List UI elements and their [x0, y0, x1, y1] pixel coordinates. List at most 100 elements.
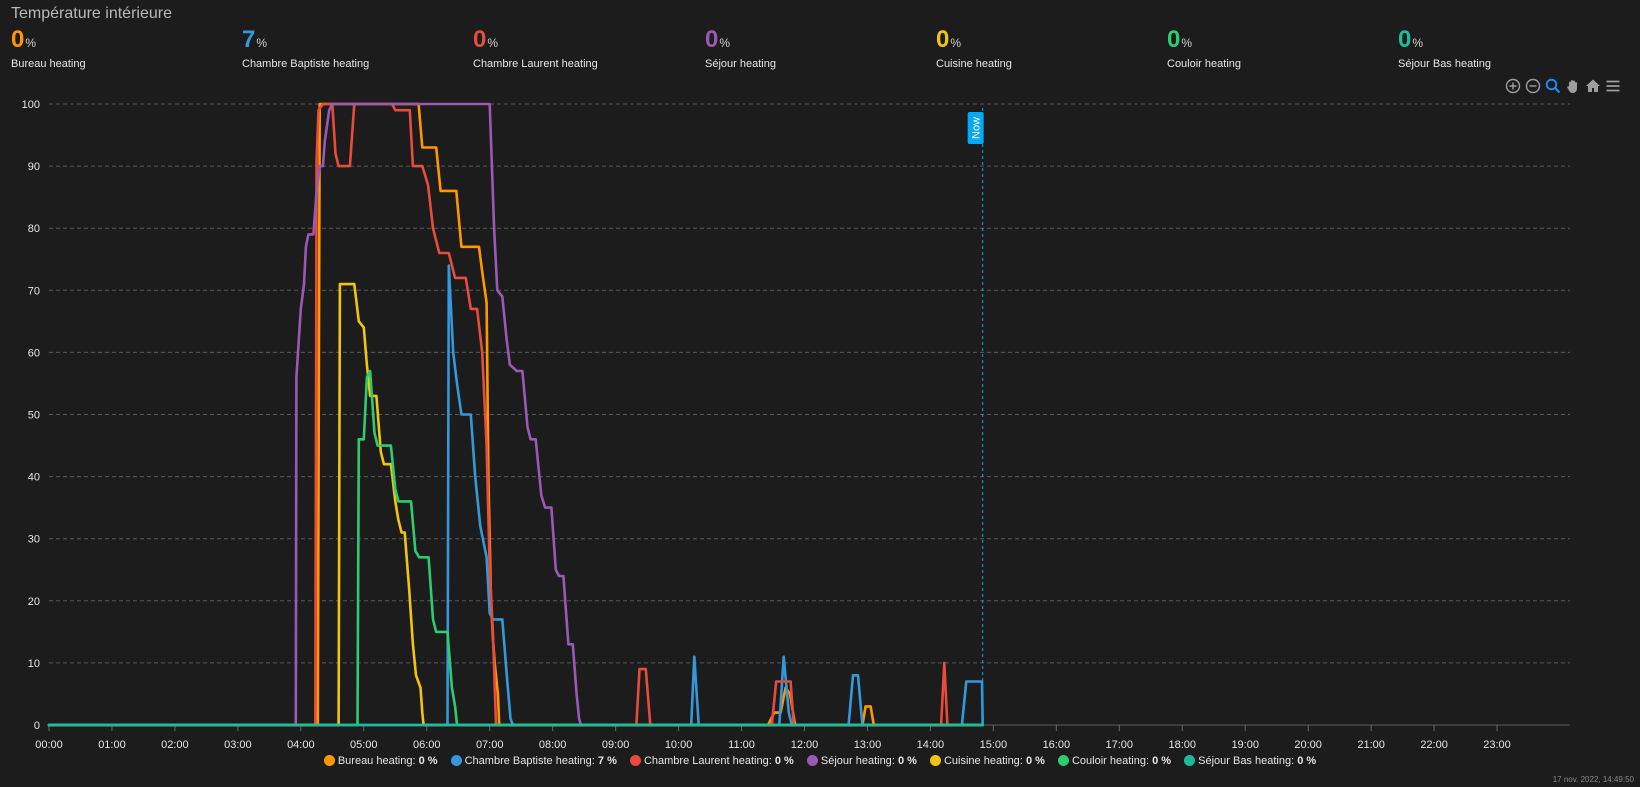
stat-chambre-laurent: 0% Chambre Laurent heating: [473, 26, 598, 70]
legend-item-sejour[interactable]: Séjour heating: 0 %: [806, 755, 917, 767]
y-tick-label: 70: [28, 285, 40, 297]
x-tick-label: 01:00: [98, 739, 126, 751]
x-tick-label: 10:00: [665, 739, 693, 751]
x-tick-label: 11:00: [728, 739, 755, 751]
now-annotation: Now: [967, 108, 984, 725]
zoom-out-icon[interactable]: [1525, 78, 1541, 94]
stat-cuisine: 0% Cuisine heating: [936, 26, 1012, 70]
x-tick-label: 02:00: [161, 739, 189, 751]
legend-label: Chambre Laurent heating: [643, 755, 769, 767]
legend-item-cuisine[interactable]: Cuisine heating: 0 %: [929, 755, 1045, 767]
stat-value: 0: [705, 26, 719, 53]
stat-name: Chambre Laurent heating: [473, 58, 598, 70]
stat-unit: %: [487, 36, 499, 50]
x-tick-label: 00:00: [35, 739, 63, 751]
legend-label: Cuisine heating: [943, 755, 1020, 767]
stat-unit: %: [1412, 36, 1424, 50]
stat-unit: %: [719, 36, 731, 50]
stat-value: 0: [1398, 26, 1412, 53]
y-tick-label: 0: [34, 720, 40, 732]
timestamp-footer: 17 nov. 2022, 14:49:50: [1552, 775, 1634, 784]
x-tick-label: 19:00: [1231, 739, 1259, 751]
stat-unit: %: [950, 36, 962, 50]
stat-unit: %: [25, 36, 37, 50]
stat-name: Couloir heating: [1167, 58, 1241, 70]
stat-value: 0: [11, 26, 25, 53]
legend-value: 0 %: [1025, 755, 1045, 767]
legend-marker: [1057, 755, 1069, 766]
stat-couloir: 0% Couloir heating: [1167, 26, 1241, 70]
legend-marker: [929, 755, 941, 766]
x-tick-label: 03:00: [224, 739, 252, 751]
grid-layer: [48, 103, 1570, 731]
zoom-in-icon[interactable]: [1505, 78, 1521, 94]
series-line: [47, 369, 984, 727]
legend-marker: [806, 755, 818, 766]
stat-name: Chambre Baptiste heating: [242, 58, 370, 70]
legend-value: 0 %: [1152, 755, 1172, 767]
y-axis-labels: 0 10 20 30 40 50 60 70 80 90 100: [22, 99, 40, 732]
stat-value: 0: [1167, 26, 1181, 53]
stat-value: 0: [936, 26, 950, 53]
stat-name: Séjour Bas heating: [1398, 58, 1491, 70]
x-tick-label: 09:00: [602, 739, 630, 751]
x-tick-label: 16:00: [1043, 739, 1071, 751]
stat-bureau: 0% Bureau heating: [11, 26, 86, 70]
legend-marker: [629, 755, 641, 766]
stat-unit: %: [1181, 36, 1193, 50]
x-tick-label: 23:00: [1483, 739, 1511, 751]
legend-value: 7 %: [597, 755, 617, 767]
legend-item-chambre-laurent[interactable]: Chambre Laurent heating: 0 %: [629, 755, 794, 767]
stat-value: 0: [473, 26, 487, 53]
y-tick-label: 80: [28, 223, 40, 235]
chart-legend: Bureau heating: 0 % Chambre Baptiste hea…: [0, 755, 1640, 767]
x-tick-label: 15:00: [980, 739, 1008, 751]
legend-item-couloir[interactable]: Couloir heating: 0 %: [1057, 755, 1172, 767]
stat-name: Bureau heating: [11, 58, 86, 70]
stat-chambre-baptiste: 7% Chambre Baptiste heating: [242, 26, 369, 70]
legend-marker: [450, 755, 462, 766]
y-tick-label: 40: [28, 472, 40, 484]
legend-item-chambre-baptiste[interactable]: Chambre Baptiste heating: 7 %: [450, 755, 617, 767]
pan-hand-icon[interactable]: [1565, 78, 1581, 94]
stat-sejour-bas: 0% Séjour Bas heating: [1398, 26, 1491, 70]
x-tick-label: 14:00: [917, 739, 945, 751]
selection-zoom-icon[interactable]: [1545, 78, 1561, 94]
x-tick-label: 22:00: [1420, 739, 1448, 751]
legend-value: 0 %: [774, 755, 794, 767]
y-tick-label: 90: [28, 161, 40, 173]
legend-value: 0 %: [1297, 755, 1317, 767]
card-title: Température intérieure: [11, 5, 172, 22]
y-tick-label: 20: [28, 596, 40, 608]
legend-label: Séjour heating: [820, 755, 892, 767]
x-tick-label: 13:00: [854, 739, 882, 751]
now-label: Now: [971, 117, 983, 139]
legend-value: 0 %: [897, 755, 917, 767]
menu-icon[interactable]: [1605, 78, 1621, 94]
y-tick-label: 30: [28, 534, 40, 546]
x-tick-label: 06:00: [413, 739, 441, 751]
now-label-box: [967, 112, 984, 144]
home-reset-icon[interactable]: [1585, 78, 1601, 94]
legend-value: 0 %: [418, 755, 438, 767]
x-tick-label: 18:00: [1168, 739, 1196, 751]
x-tick-label: 07:00: [476, 739, 504, 751]
y-tick-label: 10: [28, 658, 40, 670]
y-tick-label: 50: [28, 410, 40, 422]
legend-label: Couloir heating: [1071, 755, 1146, 767]
series-line: [47, 264, 984, 727]
stat-sejour: 0% Séjour heating: [705, 26, 776, 70]
x-tick-label: 08:00: [539, 739, 567, 751]
x-tick-label: 12:00: [791, 739, 819, 751]
legend-item-sejour-bas[interactable]: Séjour Bas heating: 0 %: [1184, 755, 1316, 767]
legend-marker: [323, 755, 335, 766]
stat-name: Cuisine heating: [936, 58, 1012, 70]
legend-label: Bureau heating: [337, 755, 413, 767]
legend-label: Chambre Baptiste heating: [464, 755, 592, 767]
x-tick-label: 21:00: [1357, 739, 1385, 751]
series-line: [47, 102, 984, 727]
legend-label: Séjour Bas heating: [1198, 755, 1292, 767]
legend-item-bureau[interactable]: Bureau heating: 0 %: [323, 755, 438, 767]
x-axis-labels: 00:00 01:00 02:00 03:00 04:00 05:00 06:00 07:00…: [35, 739, 1511, 751]
